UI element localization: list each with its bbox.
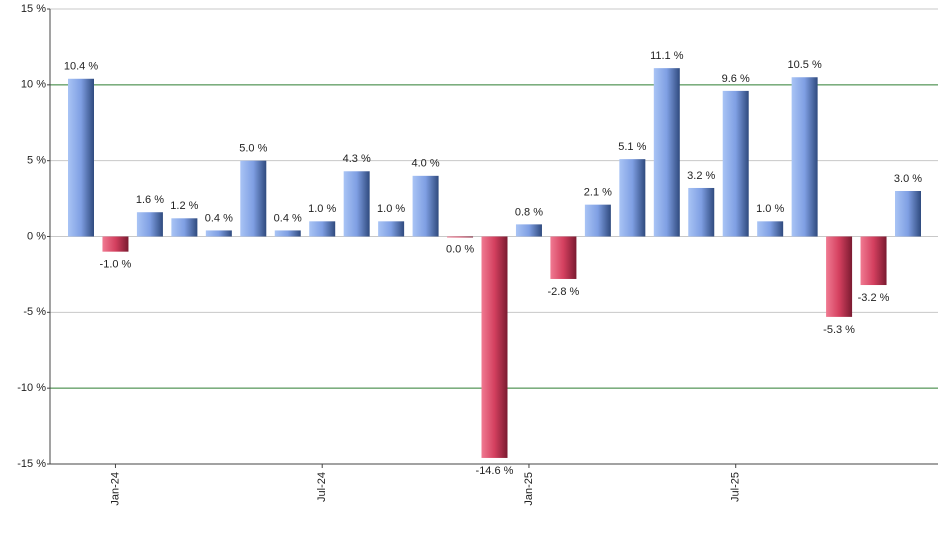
y-tick-label: 5 % (27, 155, 46, 167)
data-label: 0.4 % (205, 212, 233, 224)
data-label: -14.6 % (476, 465, 514, 477)
bar (378, 221, 405, 237)
y-tick-label: 10 % (21, 79, 46, 91)
bar (722, 90, 749, 237)
data-label: 0.8 % (515, 206, 543, 218)
bar (688, 187, 715, 237)
bar (895, 191, 921, 237)
bar (791, 77, 818, 237)
data-label: -5.3 % (823, 324, 855, 336)
bar (757, 221, 784, 237)
bar (274, 230, 301, 237)
data-label: 10.5 % (788, 59, 822, 71)
bar (240, 160, 267, 237)
data-label: 4.0 % (412, 158, 440, 170)
bar (136, 212, 163, 237)
data-label: -3.2 % (858, 292, 890, 304)
bar (343, 171, 370, 237)
bar (481, 236, 508, 458)
data-label: -2.8 % (548, 286, 580, 298)
data-label: 2.1 % (584, 187, 612, 199)
bar (309, 221, 336, 237)
data-label: 5.1 % (618, 141, 646, 153)
data-label: 0.4 % (274, 212, 302, 224)
y-tick-label: 15 % (21, 3, 46, 15)
x-tick-label: Jul-25 (730, 472, 742, 502)
bar (584, 204, 611, 237)
bar (412, 175, 439, 237)
data-label: 1.2 % (170, 200, 198, 212)
data-label: 10.4 % (64, 61, 98, 73)
y-tick-label: -15 % (17, 458, 46, 470)
bar (447, 236, 474, 238)
bar (653, 68, 680, 237)
data-label: 3.2 % (687, 170, 715, 182)
bar (860, 236, 887, 286)
bar (826, 236, 853, 317)
y-tick-label: -10 % (17, 382, 46, 394)
x-tick-label: Jan-25 (523, 472, 535, 506)
bar (205, 230, 232, 237)
data-label: 1.0 % (308, 203, 336, 215)
bar (68, 78, 94, 237)
data-label: 11.1 % (650, 50, 684, 62)
bar (102, 236, 129, 252)
bar (550, 236, 577, 279)
data-label: 1.0 % (377, 203, 405, 215)
data-label: 0.0 % (446, 243, 474, 255)
data-label: 1.0 % (756, 203, 784, 215)
y-tick-label: 0 % (27, 230, 46, 242)
data-label: 4.3 % (343, 153, 371, 165)
x-tick-label: Jan-24 (109, 472, 121, 506)
data-label: 9.6 % (722, 73, 750, 85)
y-tick-label: -5 % (23, 306, 46, 318)
data-label: 3.0 % (894, 173, 922, 185)
data-label: 1.6 % (136, 194, 164, 206)
data-label: -1.0 % (100, 259, 132, 271)
data-label: 5.0 % (239, 143, 267, 155)
bar (515, 224, 542, 237)
bar (171, 218, 198, 237)
x-tick-label: Jul-24 (316, 472, 328, 502)
bar (619, 159, 646, 237)
